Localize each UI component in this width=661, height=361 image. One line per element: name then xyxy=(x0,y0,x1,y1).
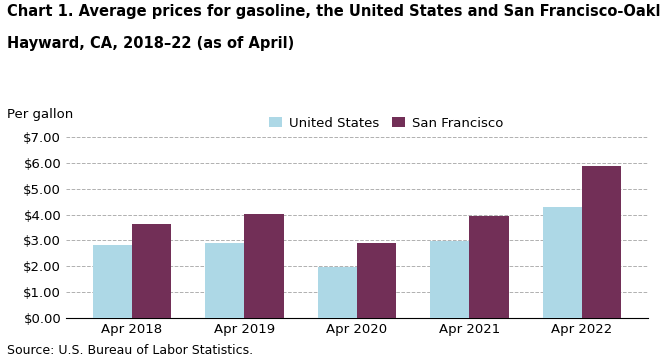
Bar xyxy=(469,216,509,318)
Bar xyxy=(245,214,284,318)
Bar xyxy=(543,206,582,318)
Bar xyxy=(205,243,245,318)
Text: Hayward, CA, 2018–22 (as of April): Hayward, CA, 2018–22 (as of April) xyxy=(7,36,294,51)
Text: Per gallon: Per gallon xyxy=(7,108,73,121)
Legend: United States, San Francisco: United States, San Francisco xyxy=(264,111,508,135)
Bar xyxy=(132,223,171,318)
Bar xyxy=(582,166,621,318)
Text: Chart 1. Average prices for gasoline, the United States and San Francisco-Oaklan: Chart 1. Average prices for gasoline, th… xyxy=(7,4,661,19)
Bar xyxy=(430,242,469,318)
Text: Source: U.S. Bureau of Labor Statistics.: Source: U.S. Bureau of Labor Statistics. xyxy=(7,344,253,357)
Bar xyxy=(317,268,357,318)
Bar xyxy=(357,243,397,318)
Bar xyxy=(93,245,132,318)
